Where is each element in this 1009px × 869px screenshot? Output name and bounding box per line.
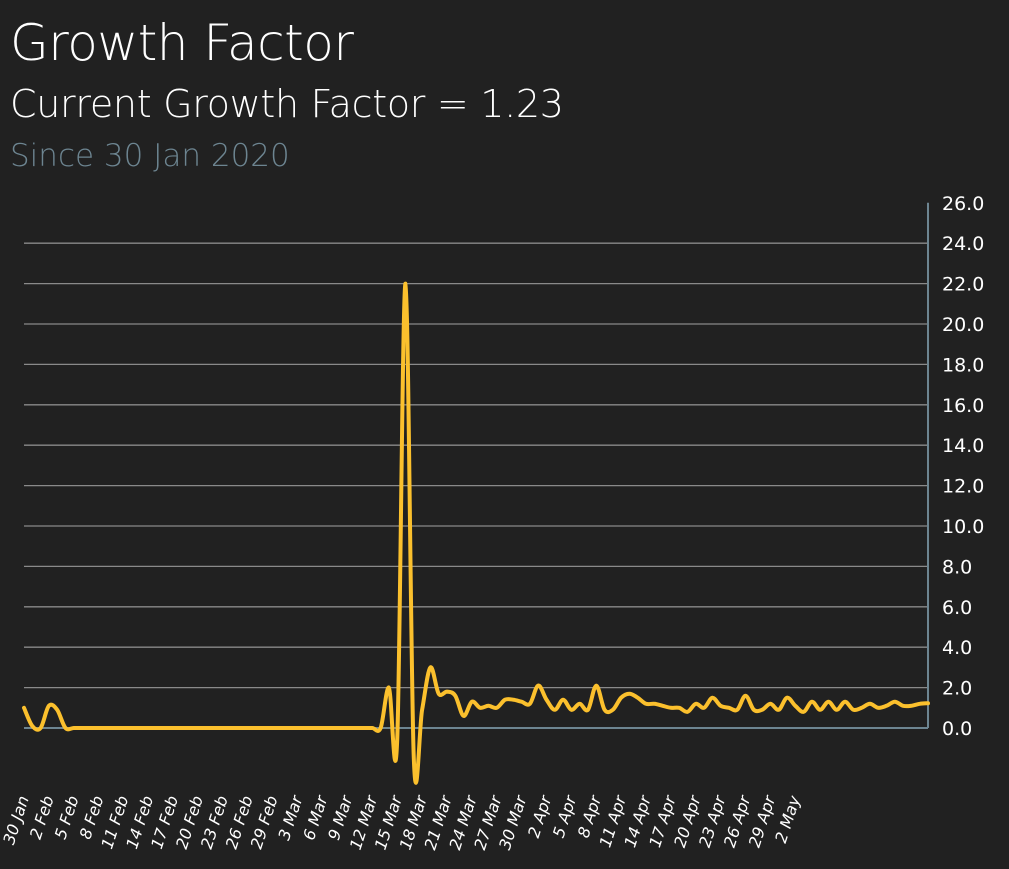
y-tick-label: 0.0	[942, 718, 972, 740]
y-tick-label: 18.0	[942, 354, 984, 376]
y-tick-label: 12.0	[942, 476, 984, 498]
current-growth-factor: Current Growth Factor = 1.23	[10, 82, 564, 126]
y-tick-label: 4.0	[942, 637, 972, 659]
y-tick-label: 2.0	[942, 678, 972, 700]
chart-title: Growth Factor	[10, 14, 354, 72]
x-tick-label: 30 Jan	[0, 793, 33, 847]
y-axis	[24, 202, 929, 729]
y-tick-label: 6.0	[942, 597, 972, 619]
y-tick-label: 10.0	[942, 516, 984, 538]
y-tick-labels: 0.0 2.0 4.0 6.0 8.0 10.0 12.0 14.0 16.0 18.0 20.0 2…	[942, 193, 984, 740]
y-tick-label: 8.0	[942, 556, 972, 578]
y-tick-label: 22.0	[942, 274, 984, 296]
y-tick-label: 24.0	[942, 233, 984, 255]
growth-factor-line	[22, 281, 930, 785]
y-tick-label: 20.0	[942, 314, 984, 336]
y-tick-label: 26.0	[942, 193, 984, 215]
y-tick-label: 14.0	[942, 435, 984, 457]
since-date: Since 30 Jan 2020	[10, 138, 290, 174]
y-tick-label: 16.0	[942, 395, 984, 417]
grid-lines	[24, 242, 928, 689]
